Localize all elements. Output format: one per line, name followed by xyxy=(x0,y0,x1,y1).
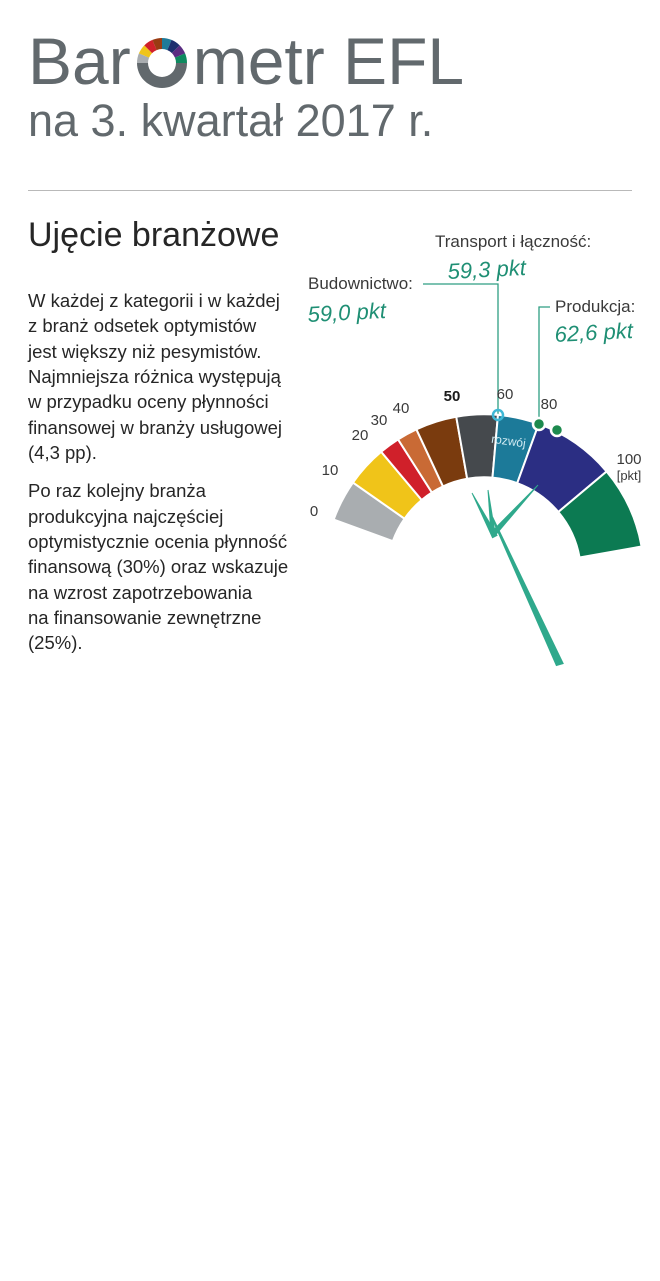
svg-text:40: 40 xyxy=(393,400,410,417)
svg-text:59,0 pkt: 59,0 pkt xyxy=(307,298,387,327)
svg-text:0: 0 xyxy=(310,503,318,520)
svg-text:Produkcja:: Produkcja: xyxy=(555,297,635,316)
svg-text:80: 80 xyxy=(541,396,558,413)
svg-text:62,6 pkt: 62,6 pkt xyxy=(554,318,634,347)
svg-text:20: 20 xyxy=(352,427,369,444)
svg-text:60: 60 xyxy=(497,386,514,403)
svg-text:Budownictwo:: Budownictwo: xyxy=(308,274,413,293)
svg-text:Transport i łączność:: Transport i łączność: xyxy=(435,232,591,251)
svg-text:[pkt]: [pkt] xyxy=(617,468,642,483)
svg-text:30: 30 xyxy=(371,412,388,429)
svg-text:50: 50 xyxy=(444,388,461,405)
svg-text:10: 10 xyxy=(322,462,339,479)
svg-text:59,3 pkt: 59,3 pkt xyxy=(447,255,527,284)
svg-text:100: 100 xyxy=(616,451,641,468)
